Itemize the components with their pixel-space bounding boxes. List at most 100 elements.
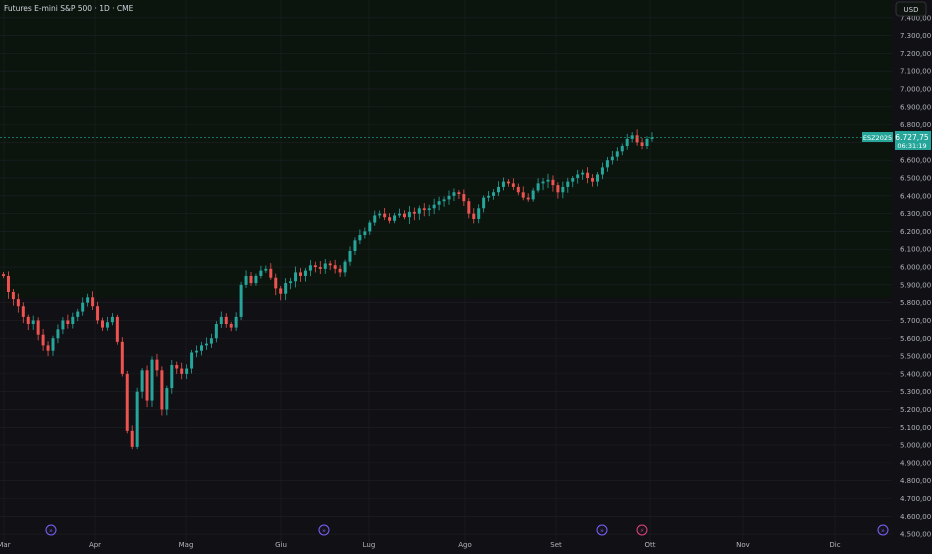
bar-countdown: 06:31:19 bbox=[897, 142, 926, 150]
candle-body bbox=[279, 288, 283, 294]
candle-body bbox=[259, 270, 263, 276]
candle-body bbox=[91, 297, 95, 307]
candle-body bbox=[566, 181, 570, 187]
candle-body bbox=[645, 138, 649, 146]
candle-body bbox=[204, 343, 208, 346]
candle-body bbox=[224, 316, 228, 325]
event-marker[interactable] bbox=[45, 524, 57, 536]
price-tick-label: 6.100,00 bbox=[900, 246, 931, 254]
candle-body bbox=[185, 368, 189, 374]
candle-body bbox=[571, 178, 575, 182]
price-zone-shade bbox=[0, 0, 892, 298]
candle-body bbox=[234, 316, 238, 328]
time-tick-label: Apr bbox=[89, 541, 101, 549]
forward-arrows-icon: » bbox=[881, 528, 885, 535]
price-tick-label: 7.000,00 bbox=[900, 86, 931, 94]
price-tick-label: 4.600,00 bbox=[900, 513, 931, 521]
candle-body bbox=[16, 299, 20, 307]
price-tick-label: 6.900,00 bbox=[900, 103, 931, 111]
candle-body bbox=[511, 183, 515, 187]
symbol-title[interactable]: Futures E-mini S&P 500 · 1D · CME bbox=[4, 4, 134, 13]
candle-body bbox=[348, 251, 352, 262]
candle-body bbox=[2, 274, 5, 276]
candle-body bbox=[160, 370, 164, 410]
candle-body bbox=[239, 284, 243, 317]
candle-body bbox=[531, 190, 535, 200]
candle-body bbox=[313, 265, 317, 268]
candle-body bbox=[56, 329, 60, 339]
candle-body bbox=[596, 174, 599, 182]
price-tick-label: 7.100,00 bbox=[900, 68, 931, 76]
candle-body bbox=[170, 364, 174, 389]
forward-arrows-icon: » bbox=[49, 528, 53, 535]
candle-body bbox=[244, 275, 248, 285]
last-price-tag: ESZ2025 6.727,75 06:31:19 bbox=[862, 131, 931, 150]
price-tick-label: 7.200,00 bbox=[900, 50, 931, 58]
candle-body bbox=[591, 178, 595, 182]
price-tick-label: 6.800,00 bbox=[900, 121, 931, 129]
candle-body bbox=[209, 338, 213, 344]
price-tick-label: 4.700,00 bbox=[900, 495, 931, 503]
earnings-marker[interactable] bbox=[636, 524, 648, 536]
time-tick-label: Mar bbox=[0, 541, 11, 549]
candle-body bbox=[214, 324, 218, 339]
candle-body bbox=[180, 368, 184, 374]
price-axis[interactable]: 7.400,00 7.300,00 7.200,00 7.100,00 7.000,00… bbox=[900, 14, 931, 538]
candle-body bbox=[472, 213, 476, 219]
candle-body bbox=[86, 297, 90, 303]
price-tick-label: 5.000,00 bbox=[900, 442, 931, 450]
candle-body bbox=[76, 311, 80, 317]
candle-body bbox=[581, 172, 585, 175]
candle-body bbox=[363, 231, 367, 236]
candle-body bbox=[432, 204, 436, 209]
event-marker[interactable] bbox=[877, 524, 889, 536]
time-axis[interactable]: Mar Apr Mag Giu Lug Ago Set Ott Nov Dic bbox=[0, 541, 841, 549]
candle-body bbox=[284, 283, 288, 294]
candle-body bbox=[373, 215, 377, 223]
candle-body bbox=[487, 195, 491, 198]
currency-button[interactable]: USD bbox=[895, 1, 927, 17]
candle-body bbox=[130, 430, 134, 447]
candle-body bbox=[219, 316, 223, 325]
candle-body bbox=[299, 272, 302, 276]
event-marker[interactable] bbox=[596, 524, 608, 536]
candle-body bbox=[353, 240, 357, 252]
candle-body bbox=[600, 167, 604, 175]
candle-body bbox=[155, 359, 159, 371]
candle-body bbox=[190, 352, 194, 369]
candle-body bbox=[417, 208, 421, 214]
candle-body bbox=[541, 181, 545, 184]
candle-body bbox=[521, 192, 525, 198]
candle-body bbox=[318, 267, 322, 269]
candle-body bbox=[501, 181, 505, 187]
candle-body bbox=[610, 156, 614, 161]
event-marker[interactable] bbox=[318, 524, 330, 536]
candle-body bbox=[650, 137, 654, 139]
price-tick-label: 5.200,00 bbox=[900, 406, 931, 414]
price-tick-label: 6.500,00 bbox=[900, 175, 931, 183]
price-tick-label: 6.400,00 bbox=[900, 192, 931, 200]
time-tick-label: Giu bbox=[275, 541, 287, 549]
lightning-icon: ⚡ bbox=[640, 528, 644, 535]
price-tick-label: 6.000,00 bbox=[900, 264, 931, 272]
price-tick-label: 5.100,00 bbox=[900, 424, 931, 432]
price-tick-label: 6.200,00 bbox=[900, 228, 931, 236]
candle-body bbox=[120, 341, 124, 374]
candle-body bbox=[482, 197, 486, 209]
candle-body bbox=[576, 174, 580, 179]
candle-body bbox=[229, 324, 233, 328]
time-tick-label: Set bbox=[550, 541, 562, 549]
candle-body bbox=[407, 211, 411, 218]
candle-body bbox=[21, 306, 25, 317]
candle-body bbox=[383, 213, 387, 218]
price-tick-label: 4.800,00 bbox=[900, 477, 931, 485]
candle-body bbox=[274, 277, 278, 289]
price-tick-label: 5.400,00 bbox=[900, 370, 931, 378]
candle-body bbox=[615, 151, 619, 157]
candle-body bbox=[516, 186, 520, 193]
candle-body bbox=[462, 194, 466, 202]
candle-body bbox=[294, 272, 298, 282]
time-tick-label: Mag bbox=[179, 541, 194, 549]
